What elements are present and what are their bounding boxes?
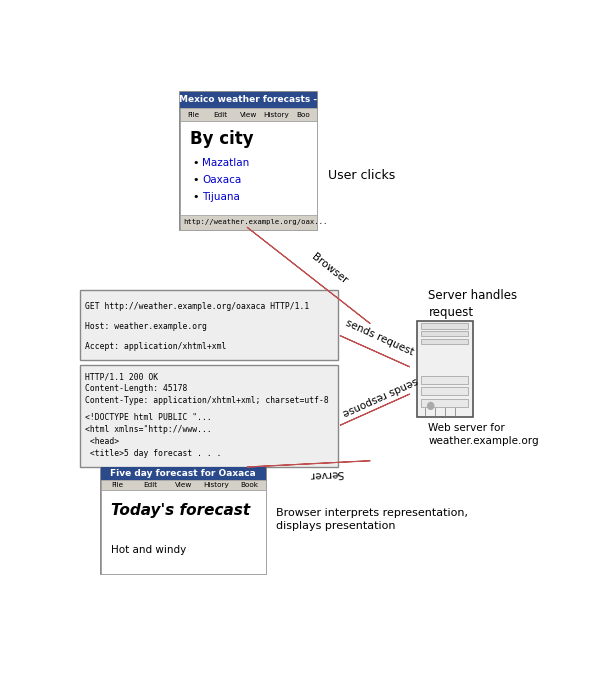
Text: http://weather.example.org/oax...: http://weather.example.org/oax...: [184, 219, 328, 225]
FancyBboxPatch shape: [421, 387, 468, 395]
Text: Edit: Edit: [214, 112, 228, 118]
Text: By city: By city: [190, 130, 253, 148]
Text: <html xmlns="http://www...: <html xmlns="http://www...: [85, 425, 212, 434]
FancyBboxPatch shape: [417, 321, 473, 418]
Text: Server: Server: [309, 468, 344, 480]
Text: Browser interprets representation,
displays presentation: Browser interprets representation, displ…: [276, 508, 468, 531]
FancyBboxPatch shape: [179, 121, 317, 230]
FancyBboxPatch shape: [101, 490, 266, 574]
Text: Web server for
weather.example.org: Web server for weather.example.org: [428, 423, 539, 446]
Text: Boo: Boo: [296, 112, 310, 118]
FancyBboxPatch shape: [80, 366, 338, 467]
Text: Accept: application/xhtml+xml: Accept: application/xhtml+xml: [85, 342, 227, 351]
FancyBboxPatch shape: [179, 215, 317, 230]
Text: Edit: Edit: [143, 482, 157, 488]
FancyBboxPatch shape: [80, 290, 338, 360]
FancyBboxPatch shape: [421, 331, 468, 336]
FancyBboxPatch shape: [101, 467, 266, 574]
Text: Tijuana: Tijuana: [202, 192, 240, 202]
Text: Content-Type: application/xhtml+xml; charset=utf-8: Content-Type: application/xhtml+xml; cha…: [85, 397, 329, 406]
Text: sends response: sends response: [340, 375, 419, 418]
FancyBboxPatch shape: [101, 467, 266, 480]
Text: Oaxaca: Oaxaca: [202, 175, 241, 185]
Text: <head>: <head>: [85, 437, 119, 446]
Text: History: History: [203, 482, 229, 488]
Text: Server handles
request: Server handles request: [428, 289, 518, 320]
Text: Browser: Browser: [310, 252, 349, 286]
Text: View: View: [239, 112, 257, 118]
FancyBboxPatch shape: [421, 399, 468, 407]
Text: Hot and windy: Hot and windy: [111, 546, 186, 555]
Text: Book: Book: [240, 482, 258, 488]
Text: History: History: [263, 112, 289, 118]
Polygon shape: [340, 336, 410, 367]
Text: HTTP/1.1 200 OK: HTTP/1.1 200 OK: [85, 372, 158, 382]
FancyBboxPatch shape: [101, 480, 266, 490]
Text: <!DOCTYPE html PUBLIC "...: <!DOCTYPE html PUBLIC "...: [85, 413, 212, 422]
Text: Today's forecast: Today's forecast: [111, 502, 250, 518]
FancyBboxPatch shape: [421, 339, 468, 344]
Text: User clicks: User clicks: [328, 169, 395, 181]
Text: File: File: [111, 482, 123, 488]
Text: <title>5 day forecast . . .: <title>5 day forecast . . .: [85, 449, 222, 458]
FancyBboxPatch shape: [179, 91, 317, 108]
Polygon shape: [340, 394, 410, 425]
Text: Mazatlan: Mazatlan: [202, 158, 249, 168]
Text: File: File: [187, 112, 199, 118]
Text: Content-Length: 45178: Content-Length: 45178: [85, 385, 188, 393]
Text: Mexico weather forecasts -: Mexico weather forecasts -: [179, 95, 317, 104]
Text: View: View: [175, 482, 192, 488]
Text: •: •: [193, 192, 199, 202]
Circle shape: [428, 402, 434, 410]
Text: Five day forecast for Oaxaca: Five day forecast for Oaxaca: [110, 469, 256, 478]
Text: •: •: [193, 175, 199, 185]
Text: Host: weather.example.org: Host: weather.example.org: [85, 322, 207, 331]
Text: sends request: sends request: [344, 318, 415, 357]
Text: GET http://weather.example.org/oaxaca HTTP/1.1: GET http://weather.example.org/oaxaca HT…: [85, 302, 310, 311]
FancyBboxPatch shape: [421, 376, 468, 384]
FancyBboxPatch shape: [421, 324, 468, 329]
Polygon shape: [247, 227, 370, 324]
FancyBboxPatch shape: [179, 91, 317, 230]
Polygon shape: [247, 461, 370, 467]
FancyBboxPatch shape: [179, 108, 317, 121]
Text: •: •: [193, 158, 199, 168]
